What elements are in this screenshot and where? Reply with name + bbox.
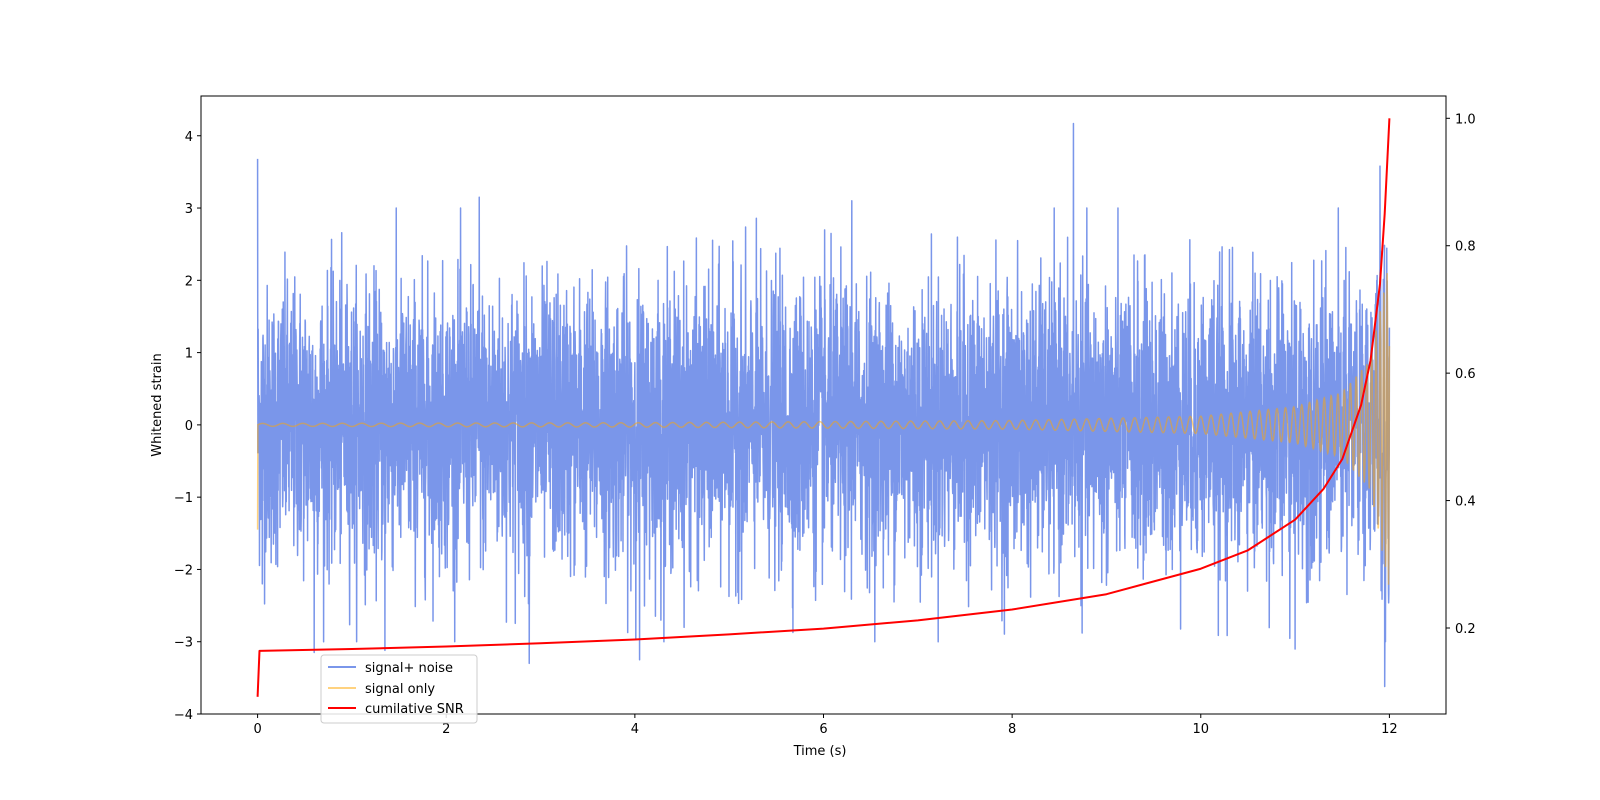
- legend-label-signal-only: signal only: [365, 682, 435, 697]
- y2-tick-label: 0.2: [1455, 622, 1476, 637]
- y-tick-label: −2: [174, 563, 193, 578]
- x-tick-label: 4: [631, 722, 639, 737]
- y-tick-label: 0: [185, 419, 193, 434]
- x-tick-label: 2: [442, 722, 450, 737]
- y-tick-label: −3: [174, 636, 193, 651]
- y2-tick-label: 1.0: [1455, 112, 1476, 127]
- x-axis-label: Time (s): [793, 744, 847, 759]
- x-tick-label: 10: [1192, 722, 1209, 737]
- y-axis-label: Whitened strain: [150, 353, 165, 456]
- series-signal-only-line: [256, 273, 1391, 585]
- legend: signal+ noise signal only cumilative SNR: [320, 654, 478, 724]
- series-signal-noise-line: [256, 122, 1391, 688]
- y-tick-label: 4: [185, 130, 193, 145]
- legend-label-signal-noise: signal+ noise: [365, 661, 453, 676]
- y-tick-label: 1: [185, 347, 193, 362]
- y-tick-label: −4: [174, 708, 193, 723]
- y-tick-label: −1: [174, 491, 193, 506]
- series-cumulative-snr-line: [256, 118, 1391, 697]
- y2-tick-label: 0.6: [1455, 367, 1476, 382]
- legend-label-cumulative-snr: cumilative SNR: [365, 702, 464, 717]
- x-tick-label: 8: [1008, 722, 1016, 737]
- x-tick-label: 0: [253, 722, 261, 737]
- y-tick-label: 3: [185, 202, 193, 217]
- y2-tick-label: 0.4: [1455, 495, 1476, 510]
- x-tick-label: 6: [819, 722, 827, 737]
- x-tick-label: 12: [1381, 722, 1398, 737]
- y-tick-label: 2: [185, 274, 193, 289]
- y2-tick-label: 0.8: [1455, 240, 1476, 255]
- legend-box: [320, 654, 478, 724]
